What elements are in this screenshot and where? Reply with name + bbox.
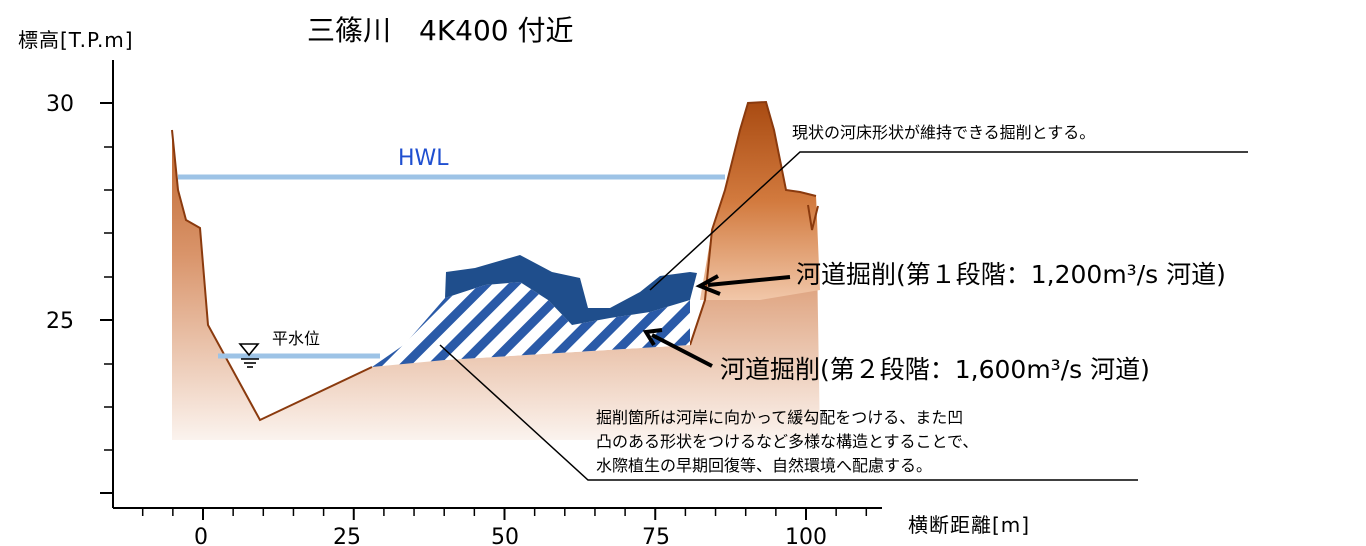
- stage2-excavation-area: [372, 282, 690, 367]
- river-ground: [172, 102, 820, 440]
- x-tick-100: 100: [785, 525, 827, 546]
- ground-surface-line: [171, 129, 373, 422]
- callout-bottom-line-1: 掘削箇所は河岸に向かって緩勾配をつける、また凹: [596, 408, 963, 427]
- y-tick-25: 25: [46, 309, 74, 334]
- x-axis-label: 横断距離[m]: [908, 513, 1030, 537]
- hwl-label: HWL: [398, 146, 449, 171]
- callout-bottom-leader: [439, 344, 1138, 481]
- x-tick-0: 0: [194, 525, 208, 546]
- stage1-excavation-area: [445, 255, 697, 325]
- x-tick-75: 75: [642, 525, 670, 546]
- stage2-label: 河道掘削(第２段階：1,600m³/s 河道): [720, 355, 1150, 384]
- stage1-arrow: [695, 274, 791, 296]
- y-tick-30: 30: [46, 92, 74, 117]
- y-axis-label: 標高[T.P.m]: [18, 28, 134, 52]
- cliff-detail: [807, 204, 819, 231]
- callout-bottom-line-2: 凸のある形状をつけるなど多様な構造とすることで、: [596, 432, 978, 451]
- right-hill: [700, 102, 820, 300]
- x-tick-25: 25: [333, 525, 361, 546]
- x-axis-ticks: [141, 508, 868, 520]
- water-level-icon: [238, 343, 260, 368]
- stage2-arrow: [642, 328, 713, 368]
- y-axis: [100, 60, 114, 508]
- callout-bottom-line-3: 水際植生の早期回復等、自然環境へ配慮する。: [596, 456, 932, 475]
- diagram-title: 三篠川 4K400 付近: [307, 14, 574, 47]
- right-bank-line: [689, 100, 817, 346]
- stage1-label: 河道掘削(第１段階：1,200m³/s 河道): [796, 260, 1226, 289]
- callout-top-leader: [649, 151, 1248, 291]
- callout-top-text: 現状の河床形状が維持できる掘削とする。: [792, 123, 1095, 142]
- normal-water-label: 平水位: [272, 329, 320, 348]
- x-tick-50: 50: [491, 525, 519, 546]
